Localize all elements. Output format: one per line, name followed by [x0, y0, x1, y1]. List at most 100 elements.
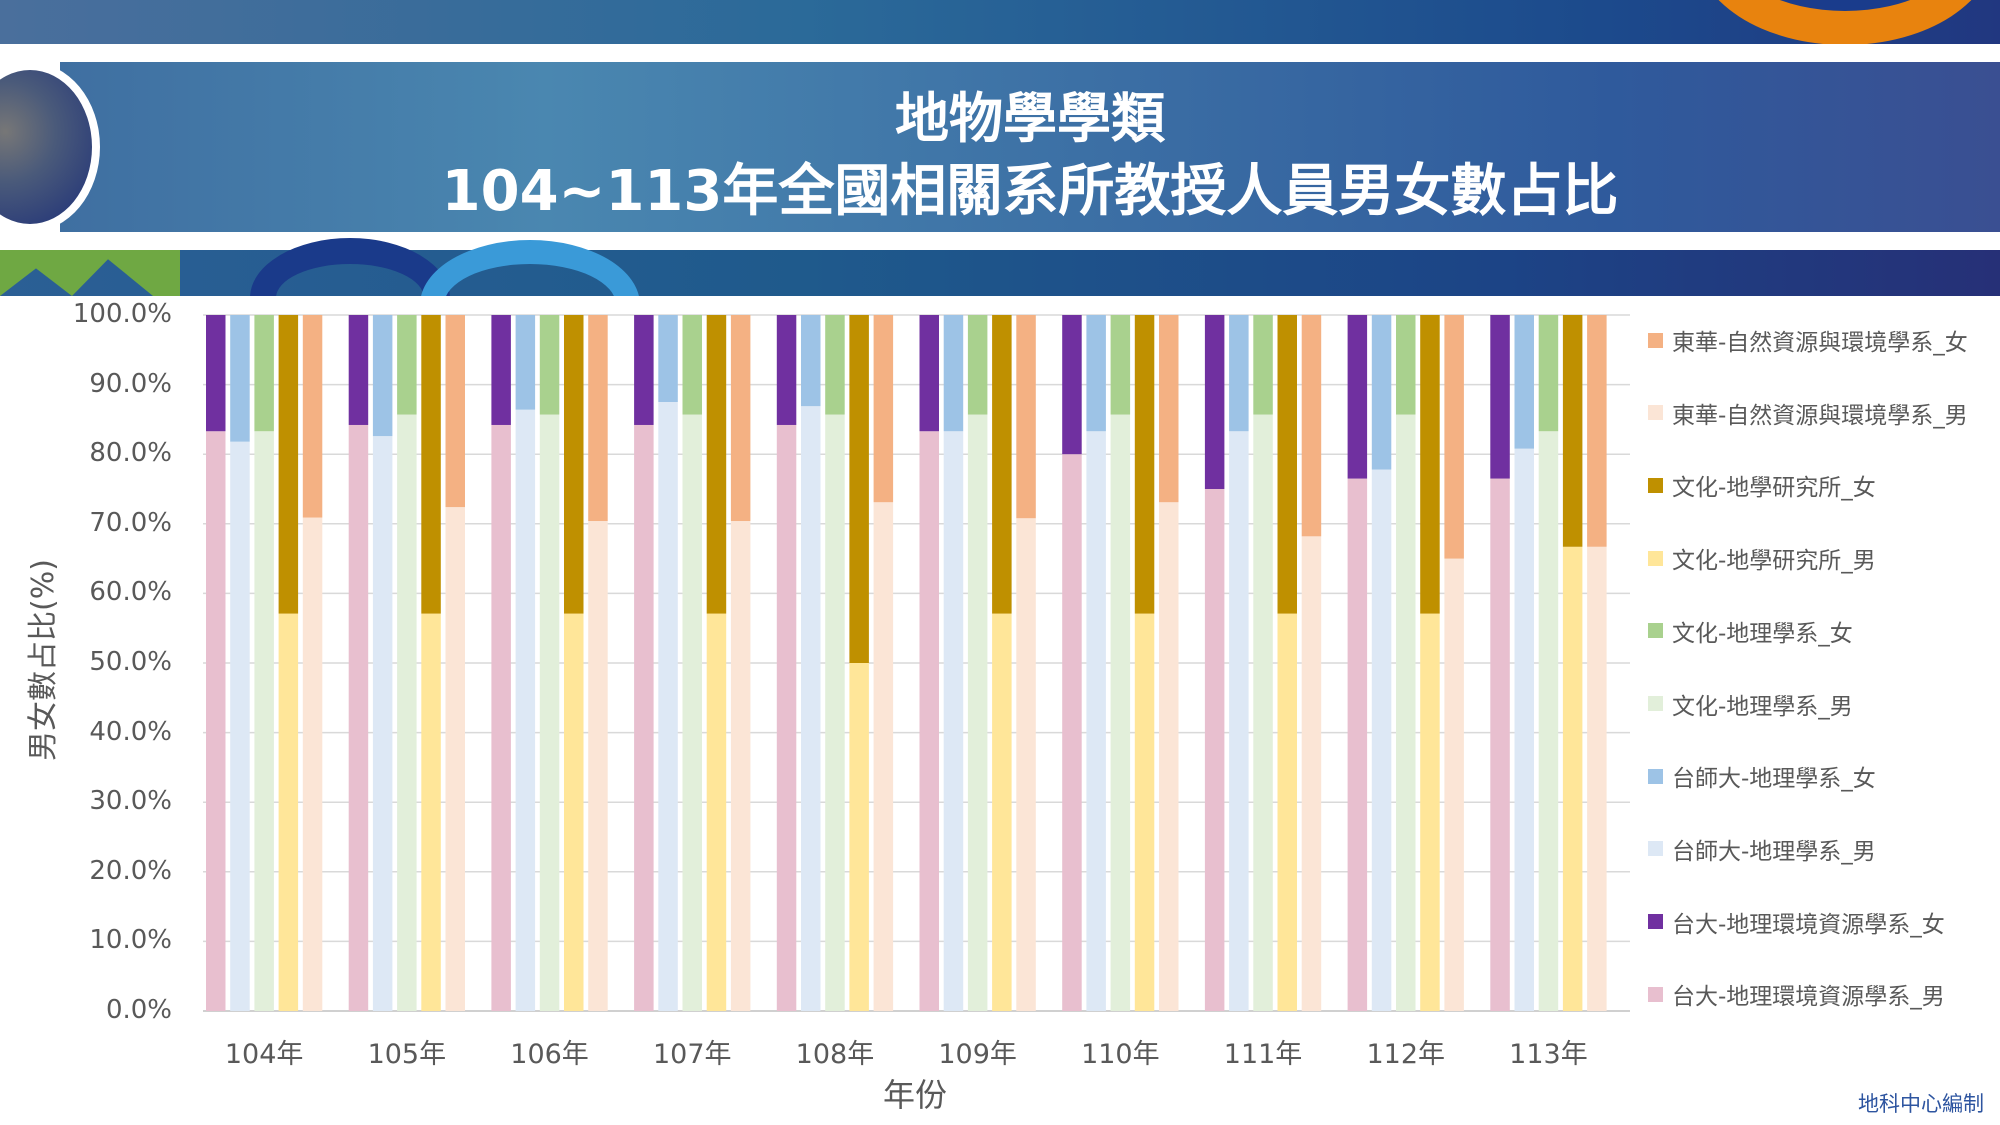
bar-segment [491, 424, 511, 1011]
bar-segment [1159, 315, 1179, 503]
legend-label: 台大-地理環境資源學系_男 [1672, 984, 1945, 1011]
y-tick-label: 100.0% [72, 299, 172, 329]
bar-segment [943, 315, 964, 432]
bar-segment [1490, 478, 1510, 1011]
bar-segment [254, 431, 274, 1011]
bar-segment [1562, 546, 1583, 1011]
bar-segment [1538, 315, 1559, 432]
bar-segment [1110, 414, 1131, 1011]
gridlines [203, 314, 1630, 1012]
bar-segment [1396, 414, 1416, 1011]
bar-segment [1204, 489, 1225, 1011]
bar-segment [873, 315, 894, 503]
legend-label: 台師大-地理學系_女 [1672, 766, 1876, 793]
bar-segment [230, 315, 250, 442]
bar-segment [1110, 315, 1131, 415]
bar-segment [1514, 315, 1534, 449]
bar-segment [1347, 315, 1368, 479]
bar-segment [730, 315, 751, 522]
y-tick-label: 40.0% [89, 716, 172, 747]
banner-top-strip [0, 0, 2000, 44]
legend-label: 東華-自然資源與環境學系_男 [1672, 402, 1968, 429]
y-tick-label: 20.0% [89, 855, 172, 886]
bar-segment [658, 402, 678, 1011]
y-axis-label: 男女數占比(%) [26, 559, 61, 761]
x-tick-label: 110年 [1081, 1039, 1160, 1070]
bar-segment [230, 441, 250, 1011]
y-tick-label: 30.0% [89, 786, 172, 817]
legend-swatch-icon [1648, 986, 1663, 1002]
x-tick-label: 108年 [795, 1039, 875, 1070]
bar-segment [682, 315, 702, 415]
legend-item: 東華-自然資源與環境學系_男 [1648, 398, 1968, 429]
legend-item: 文化-地學研究所_男 [1648, 543, 1876, 574]
bar-segment [706, 613, 727, 1011]
bar-segment [1062, 454, 1082, 1011]
bar-segment [1587, 315, 1607, 547]
bar-segment [992, 315, 1012, 614]
bar-segment [1229, 315, 1249, 432]
legend-item: 台師大-地理學系_女 [1648, 761, 1876, 793]
legend-label: 文化-地學研究所_女 [1672, 475, 1876, 502]
bar-segment [1347, 478, 1368, 1011]
bar-segment [445, 507, 465, 1011]
bar-segment [1134, 613, 1155, 1011]
bar-segment [421, 613, 441, 1011]
bar-segment [967, 315, 988, 415]
legend-label: 東華-自然資源與環境學系_女 [1672, 330, 1968, 356]
legend-swatch-icon [1648, 623, 1663, 639]
y-tick-label: 60.0% [89, 577, 172, 608]
legend-item: 台師大-地理學系_男 [1648, 834, 1876, 865]
bar-segment [491, 315, 511, 425]
bar-segment [1444, 315, 1464, 559]
bar-segment [372, 436, 393, 1011]
y-tick-label: 10.0% [89, 925, 172, 956]
bar-segment [919, 315, 939, 432]
bar-segment [1301, 536, 1322, 1011]
bar-segment [1134, 315, 1155, 614]
x-tick-label: 113年 [1509, 1039, 1588, 1070]
bar-segment [1086, 315, 1106, 432]
legend-swatch-icon [1648, 405, 1663, 421]
bar-segment [302, 315, 323, 518]
legend-swatch-icon [1648, 477, 1663, 493]
y-tick-label: 70.0% [89, 507, 172, 538]
legend-item: 台大-地理環境資源學系_女 [1648, 907, 1945, 938]
bar-segment [445, 315, 465, 508]
x-tick-label: 106年 [510, 1039, 589, 1070]
x-axis-label: 年份 [882, 1076, 948, 1114]
legend-swatch-icon [1648, 768, 1663, 784]
bar-segment [825, 315, 845, 415]
x-tick-label: 112年 [1366, 1039, 1446, 1070]
legend-item: 台大-地理環境資源學系_男 [1648, 979, 1945, 1011]
bar-segment [730, 521, 751, 1011]
bar-segment [1016, 518, 1036, 1011]
bar-segment [1371, 315, 1392, 470]
bar-segment [1420, 315, 1440, 614]
bar-segment [992, 613, 1012, 1011]
legend-swatch-icon [1648, 841, 1663, 857]
bar-segment [206, 431, 226, 1011]
bar-segment [682, 414, 702, 1011]
bar-segment [588, 315, 608, 522]
bar-segment [372, 315, 393, 437]
legend-item: 文化-地學研究所_女 [1648, 470, 1876, 502]
y-tick-label: 0.0% [105, 995, 172, 1025]
legend-item: 文化-地理學系_女 [1648, 616, 1853, 647]
bar-segment [588, 521, 608, 1011]
bar-segment [634, 424, 654, 1011]
bar-segment [348, 424, 369, 1011]
x-tick-label: 111年 [1223, 1039, 1303, 1070]
bar-segment [1490, 315, 1510, 479]
x-tick-label: 105年 [367, 1039, 447, 1070]
bar-segment [302, 517, 323, 1011]
bar-segment [1016, 315, 1036, 519]
bar-segment [539, 315, 560, 415]
bar-segment [825, 414, 845, 1011]
bar-segment [348, 315, 369, 425]
y-tick-label: 50.0% [89, 647, 172, 677]
bar-segment [539, 414, 560, 1011]
bar-segment [776, 315, 797, 425]
banner-title-panel [60, 62, 2000, 232]
bar-segment [515, 409, 536, 1011]
